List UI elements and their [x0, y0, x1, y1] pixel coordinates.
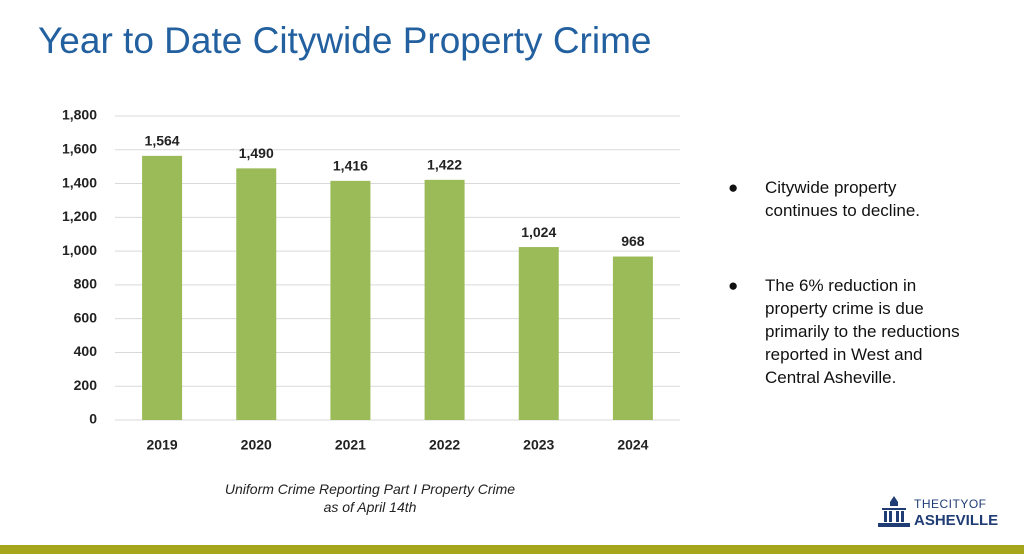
- y-tick-label: 400: [74, 343, 98, 359]
- chart: 0 200 400 600 800 1,000 1,200 1,400 1,600 1,800 20…: [62, 107, 680, 453]
- y-tick-label: 800: [74, 276, 98, 292]
- logo-text: THECITYOF: [914, 497, 987, 511]
- caption: Uniform Crime Reporting Part I Property …: [224, 481, 516, 497]
- data-label: 1,564: [145, 133, 180, 149]
- logo-text: ASHEVILLE: [914, 512, 999, 529]
- bar: [518, 247, 559, 420]
- data-label: 1,422: [427, 157, 462, 173]
- bar: [142, 155, 183, 420]
- footer-bar: [0, 545, 1024, 554]
- bar: [612, 256, 653, 420]
- data-label: 1,490: [239, 145, 274, 161]
- y-tick-label: 1,800: [62, 107, 97, 123]
- y-tick-label: 200: [74, 377, 98, 393]
- bullet-text: The 6% reduction in property crime is du…: [765, 276, 960, 387]
- x-tick-label: 2022: [429, 437, 460, 453]
- x-tick-label: 2020: [241, 437, 272, 453]
- data-label: 968: [621, 233, 645, 249]
- y-tick-label: 0: [89, 411, 97, 427]
- slide-title: Year to Date Citywide Property Crime: [38, 20, 652, 61]
- x-tick-label: 2019: [147, 437, 178, 453]
- y-tick-label: 1,600: [62, 140, 97, 156]
- x-tick-label: 2021: [335, 437, 366, 453]
- logo-icon: [878, 496, 910, 527]
- x-tick-label: 2024: [617, 437, 648, 453]
- caption: as of April 14th: [323, 499, 417, 515]
- bar: [424, 179, 465, 420]
- y-tick-label: 1,200: [62, 208, 97, 224]
- y-tick-label: 600: [74, 309, 98, 325]
- y-tick-label: 1,000: [62, 242, 97, 258]
- data-label: 1,024: [521, 224, 556, 240]
- x-tick-label: 2023: [523, 437, 554, 453]
- y-tick-label: 1,400: [62, 174, 97, 190]
- bullet-text: Citywide property continues to decline.: [765, 178, 920, 220]
- data-label: 1,416: [333, 158, 368, 174]
- bar: [236, 168, 277, 420]
- bar: [330, 180, 371, 420]
